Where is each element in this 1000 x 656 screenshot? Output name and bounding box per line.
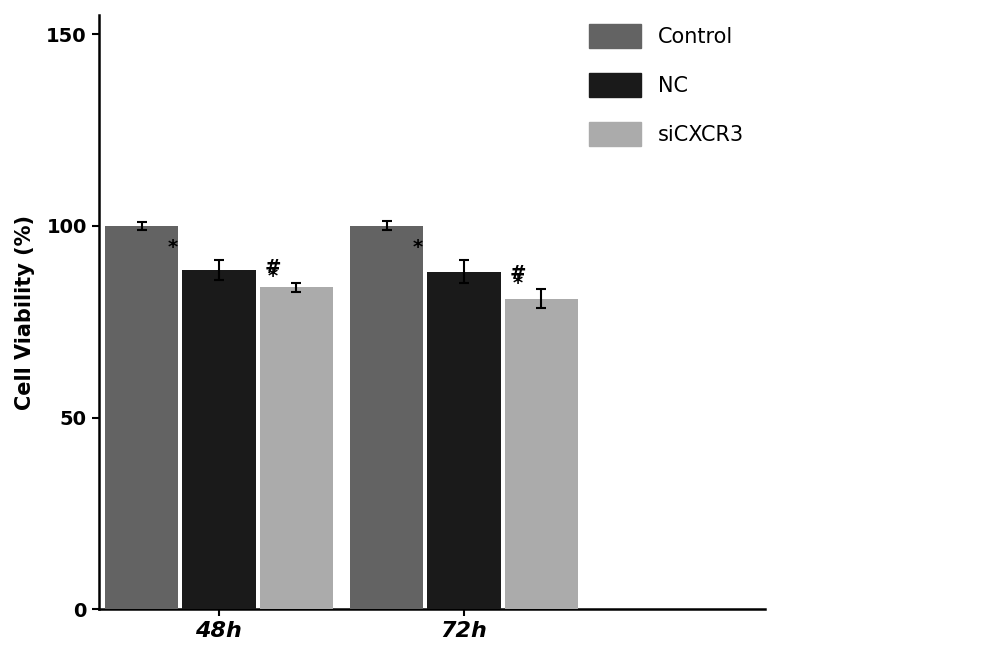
Text: #: #: [265, 258, 281, 277]
Text: #: #: [510, 264, 526, 283]
Bar: [427, 272, 501, 609]
Legend: Control, NC, siCXCR3: Control, NC, siCXCR3: [579, 14, 755, 157]
Bar: [105, 226, 178, 609]
Text: *: *: [413, 237, 423, 256]
Bar: [505, 298, 578, 609]
Bar: [182, 270, 256, 609]
Text: *: *: [513, 274, 523, 293]
Bar: [260, 287, 333, 609]
Text: *: *: [268, 268, 278, 287]
Bar: [350, 226, 423, 609]
Text: *: *: [167, 237, 178, 256]
Y-axis label: Cell Viability (%): Cell Viability (%): [15, 215, 35, 409]
